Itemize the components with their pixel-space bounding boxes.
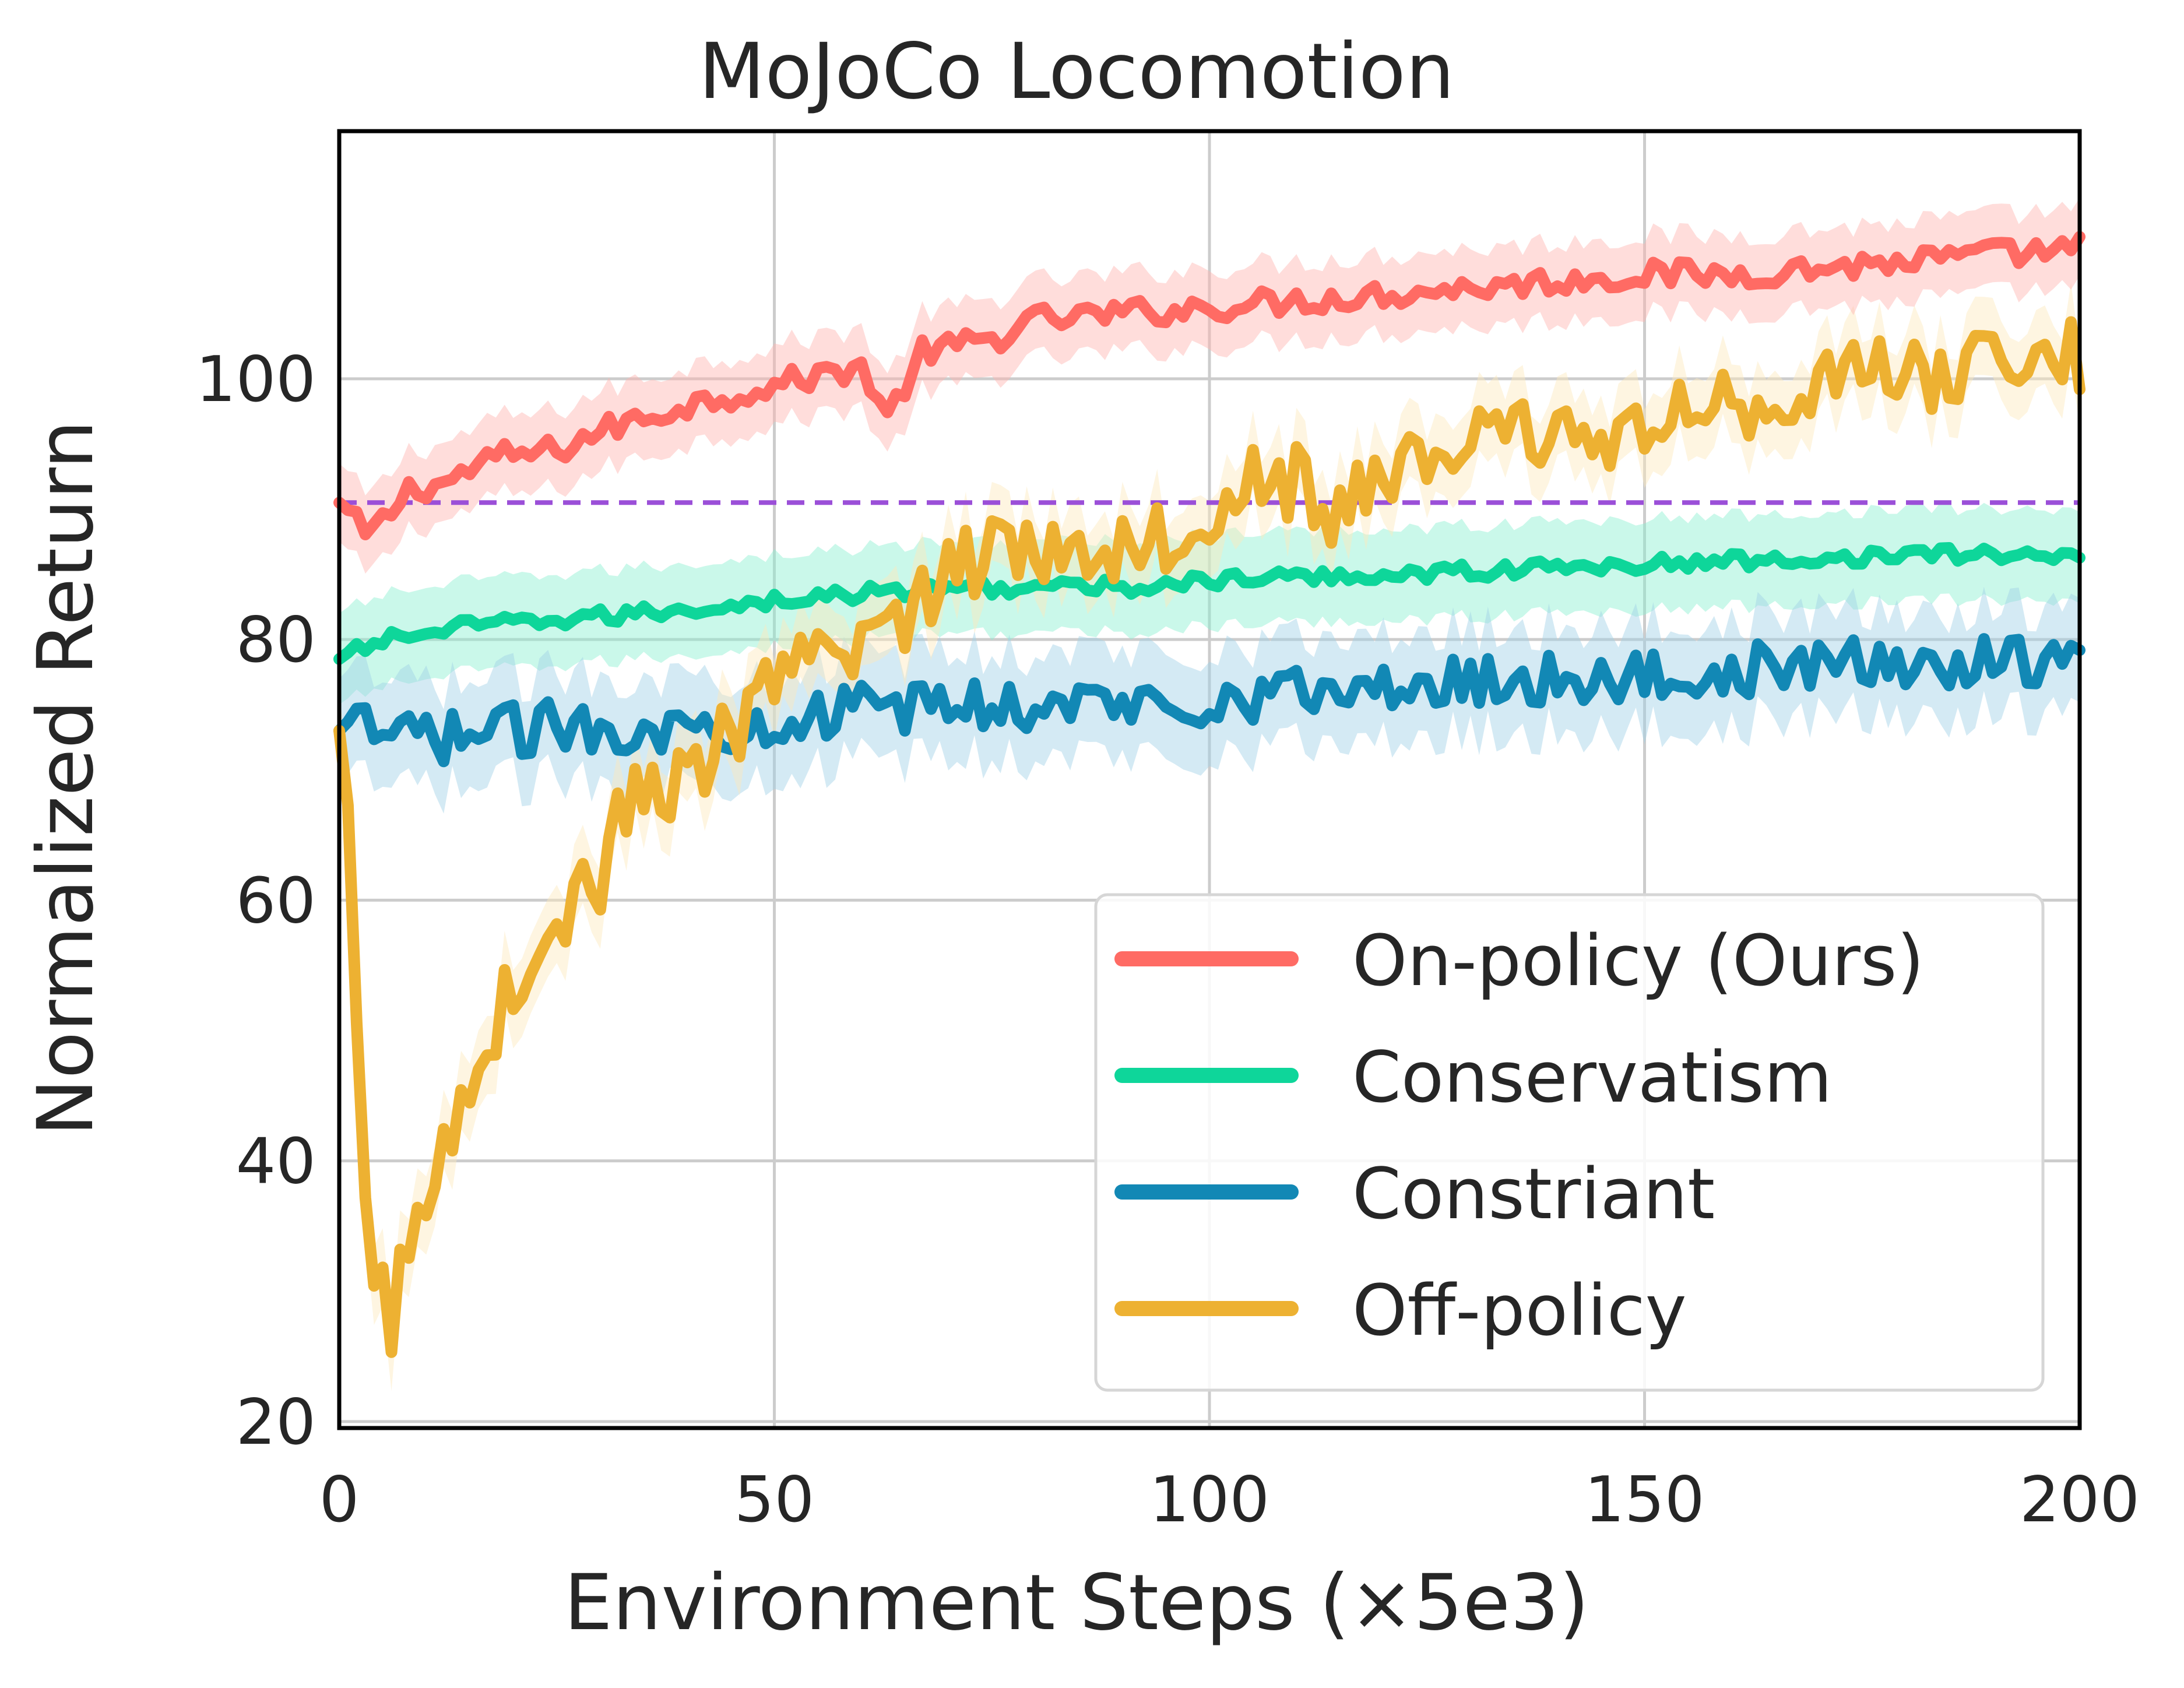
x-tick-label: 100 (1149, 1464, 1269, 1536)
series-line-constriant (333, 633, 2085, 768)
legend-label-constriant: Constriant (1352, 1154, 1715, 1235)
series-line-on-policy (333, 231, 2085, 540)
x-axis-title: Environment Steps (×5e3) (564, 1558, 1589, 1648)
band-on-policy (339, 198, 2080, 574)
x-tick-labels: 0 50 100 150 200 (319, 1464, 2140, 1536)
plot-frame (337, 129, 2082, 1430)
legend-label-off-policy: Off-policy (1352, 1271, 1687, 1352)
legend-label-on-policy: On-policy (Ours) (1352, 921, 1924, 1002)
band-constriant (339, 586, 2080, 814)
x-tick-label: 50 (734, 1464, 814, 1536)
x-tick-label: 200 (2020, 1464, 2140, 1536)
y-axis-title: Normalized Return (21, 420, 111, 1137)
y-tick-label: 80 (236, 604, 316, 677)
x-tick-label: 150 (1584, 1464, 1704, 1536)
y-tick-label: 20 (236, 1386, 316, 1459)
legend-label-conservatism: Conservatism (1352, 1038, 1832, 1119)
series-line-conservatism (333, 542, 2085, 665)
y-tick-label: 40 (236, 1126, 316, 1198)
band-conservatism (339, 502, 2080, 705)
legend: On-policy (Ours) Conservatism Constriant… (1094, 893, 2045, 1392)
y-tick-labels: 20 40 60 80 100 (196, 343, 316, 1459)
series-line-off-policy (333, 316, 2085, 1358)
series-lines (333, 231, 2085, 1358)
x-tick-label: 0 (319, 1464, 360, 1536)
y-tick-label: 60 (236, 864, 316, 937)
y-tick-label: 100 (196, 343, 316, 416)
legend-box (1094, 893, 2045, 1392)
chart-title: MoJoCo Locomotion (699, 27, 1455, 117)
